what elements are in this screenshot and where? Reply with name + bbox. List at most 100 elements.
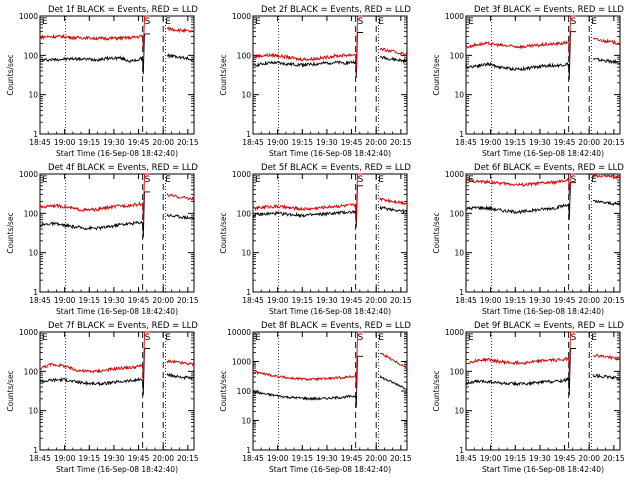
y-tick-label: 100 xyxy=(237,51,252,60)
y-axis-label: Counts/sec xyxy=(6,370,15,411)
annotation-s: S xyxy=(358,17,364,27)
lld-series-line xyxy=(465,173,621,196)
x-tick-label: 19:30 xyxy=(529,138,551,147)
y-tick-label: 1 xyxy=(246,288,251,297)
panel-title: Det 1f BLACK = Events, RED = LLD xyxy=(48,5,198,15)
y-tick-label: 10 xyxy=(454,91,464,100)
x-tick-label: 18:45 xyxy=(29,296,51,305)
y-tick-label: 1 xyxy=(459,130,464,139)
x-tick-label: 18:45 xyxy=(29,454,51,463)
x-tick-label: 19:45 xyxy=(554,296,576,305)
x-tick-label: 19:30 xyxy=(316,454,338,463)
y-axis-label: Counts/sec xyxy=(219,370,228,411)
x-tick-label: 18:45 xyxy=(242,454,264,463)
events-series-line xyxy=(252,185,408,228)
lld-series-line xyxy=(465,331,621,375)
x-axis-label: Start Time (16-Sep-08 18:42:40) xyxy=(269,149,391,158)
x-tick-label: 19:45 xyxy=(128,454,150,463)
plot-frame xyxy=(39,173,195,293)
detector-panel: Det 4f BLACK = Events, RED = LLD 1 10 100 10… xyxy=(6,163,199,316)
x-tick-label: 19:30 xyxy=(529,296,551,305)
x-tick-label: 20:15 xyxy=(177,138,199,147)
x-tick-label: 18:45 xyxy=(455,138,477,147)
lld-series-line xyxy=(465,15,621,58)
x-tick-label: 19:30 xyxy=(529,454,551,463)
y-tick-label: 1000 xyxy=(445,170,464,179)
x-tick-label: 19:45 xyxy=(341,138,363,147)
plot-frame xyxy=(252,173,408,293)
panel-title: Det 6f BLACK = Events, RED = LLD xyxy=(474,163,624,173)
annotation-e: E xyxy=(591,333,597,343)
y-tick-label: 10 xyxy=(28,249,38,258)
x-tick-label: 19:15 xyxy=(504,296,526,305)
detector-panel: Det 6f BLACK = Events, RED = LLD 1 10 100 10… xyxy=(432,163,625,316)
x-tick-label: 19:00 xyxy=(267,138,289,147)
events-series-line xyxy=(39,191,195,238)
annotation-e: E xyxy=(255,17,261,27)
x-tick-label: 19:15 xyxy=(78,138,100,147)
x-tick-label: 18:45 xyxy=(29,138,51,147)
lld-series-line xyxy=(252,331,408,388)
detector-panel: Det 3f BLACK = Events, RED = LLD 1 10 100 10… xyxy=(432,5,625,158)
lld-series-line xyxy=(39,173,195,220)
annotation-e: E xyxy=(255,333,261,343)
x-tick-label: 20:00 xyxy=(365,296,387,305)
x-tick-label: 19:00 xyxy=(267,296,289,305)
y-tick-label: 1 xyxy=(33,130,38,139)
events-series-line xyxy=(465,348,621,396)
x-tick-label: 19:15 xyxy=(78,454,100,463)
y-axis-label: Counts/sec xyxy=(432,54,441,95)
detector-panel: Det 8f BLACK = Events, RED = LLD 1 10 100 10… xyxy=(219,321,412,474)
x-tick-label: 20:00 xyxy=(578,296,600,305)
annotation-s: S xyxy=(145,17,151,27)
x-axis-label: Start Time (16-Sep-08 18:42:40) xyxy=(56,307,178,316)
x-axis-label: Start Time (16-Sep-08 18:42:40) xyxy=(482,307,604,316)
annotation-e: E xyxy=(255,175,261,185)
lld-series-line xyxy=(39,15,195,52)
annotation-e: E xyxy=(378,175,384,185)
detector-panel: Det 1f BLACK = Events, RED = LLD 1 10 100 10… xyxy=(6,5,199,158)
x-tick-label: 20:15 xyxy=(603,138,625,147)
x-tick-label: 18:45 xyxy=(455,454,477,463)
y-tick-label: 10 xyxy=(241,249,251,258)
x-axis-label: Start Time (16-Sep-08 18:42:40) xyxy=(56,149,178,158)
panel-title: Det 7f BLACK = Events, RED = LLD xyxy=(48,321,198,331)
x-tick-label: 19:30 xyxy=(103,138,125,147)
annotation-s: S xyxy=(358,333,364,343)
annotation-e: E xyxy=(165,333,171,343)
x-tick-label: 19:00 xyxy=(54,138,76,147)
detector-panel: Det 5f BLACK = Events, RED = LLD 1 10 100 10… xyxy=(219,163,412,316)
annotation-s: S xyxy=(571,175,577,185)
y-axis-label: Counts/sec xyxy=(6,54,15,95)
x-tick-label: 19:45 xyxy=(341,296,363,305)
y-tick-label: 1 xyxy=(246,130,251,139)
x-tick-label: 19:15 xyxy=(291,454,313,463)
x-tick-label: 20:00 xyxy=(365,138,387,147)
panel-title: Det 9f BLACK = Events, RED = LLD xyxy=(474,321,624,331)
y-tick-label: 10 xyxy=(241,91,251,100)
x-tick-label: 20:00 xyxy=(578,138,600,147)
x-tick-label: 19:30 xyxy=(316,296,338,305)
x-tick-label: 20:00 xyxy=(152,454,174,463)
y-tick-label: 1 xyxy=(459,446,464,455)
annotation-e: E xyxy=(165,175,171,185)
x-axis-label: Start Time (16-Sep-08 18:42:40) xyxy=(269,307,391,316)
y-tick-label: 100 xyxy=(450,51,465,60)
y-tick-label: 10 xyxy=(28,91,38,100)
y-axis-label: Counts/sec xyxy=(219,54,228,95)
x-tick-label: 19:45 xyxy=(554,138,576,147)
annotation-s: S xyxy=(145,333,151,343)
y-tick-label: 10 xyxy=(28,407,38,416)
y-axis-label: Counts/sec xyxy=(219,212,228,253)
y-tick-label: 1000 xyxy=(232,12,251,21)
panel-title: Det 3f BLACK = Events, RED = LLD xyxy=(474,5,624,15)
lld-series-line xyxy=(39,331,195,382)
x-tick-label: 20:00 xyxy=(152,296,174,305)
panel-title: Det 5f BLACK = Events, RED = LLD xyxy=(261,163,411,173)
events-series-line xyxy=(252,355,408,408)
annotation-s: S xyxy=(358,175,364,185)
x-tick-label: 20:15 xyxy=(177,296,199,305)
annotation-e: E xyxy=(591,175,597,185)
x-tick-label: 20:00 xyxy=(152,138,174,147)
